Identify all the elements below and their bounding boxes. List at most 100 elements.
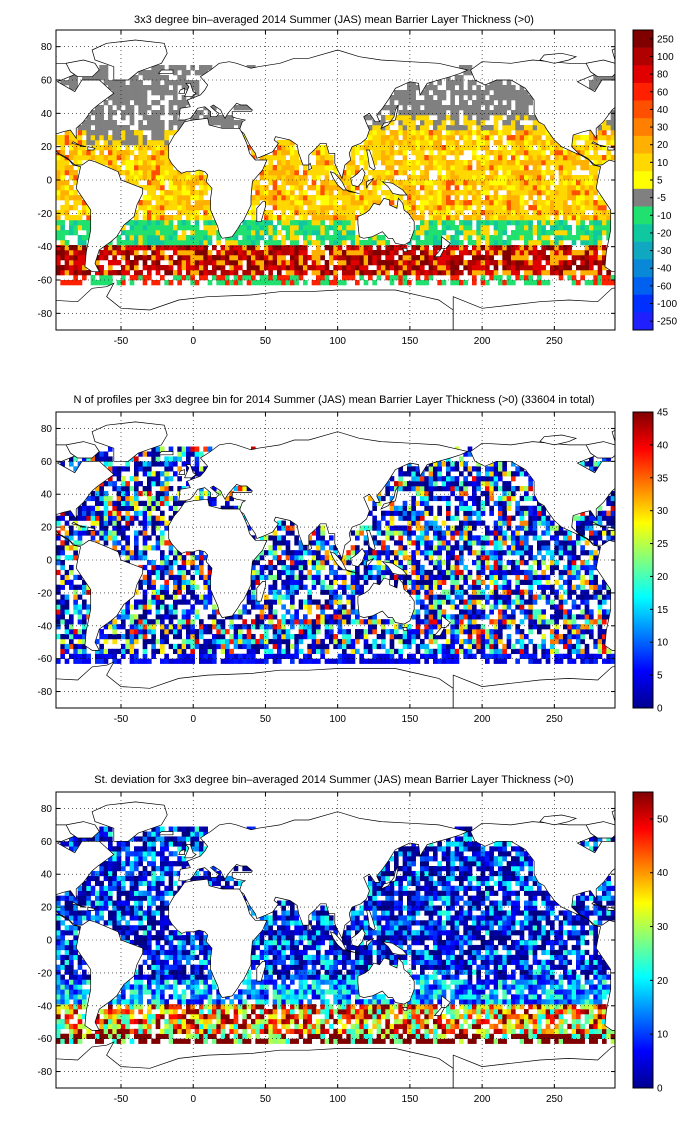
heat-cell xyxy=(502,255,507,261)
heat-cell xyxy=(129,225,135,231)
heat-cell xyxy=(151,560,156,566)
heat-cell xyxy=(69,140,74,146)
heat-cell xyxy=(355,609,360,615)
heat-cell xyxy=(610,75,616,81)
heat-cell xyxy=(155,490,161,497)
heat-cell xyxy=(272,643,278,650)
heat-cell xyxy=(363,280,369,286)
heat-cell xyxy=(112,500,117,507)
heat-cell xyxy=(493,160,499,166)
heat-cell xyxy=(350,170,356,176)
heat-cell xyxy=(207,579,213,585)
heat-cell xyxy=(545,140,551,146)
heat-cell xyxy=(207,230,213,236)
heat-cell xyxy=(277,545,282,551)
heat-cell xyxy=(103,80,109,86)
heat-cell xyxy=(563,270,568,276)
heat-cell xyxy=(177,653,182,659)
heat-cell xyxy=(264,604,269,610)
heat-cell xyxy=(576,230,581,236)
heat-cell xyxy=(155,90,161,96)
heat-cell xyxy=(147,510,152,516)
heat-cell xyxy=(563,210,568,216)
heat-cell xyxy=(212,653,217,659)
heat-cell xyxy=(177,579,182,585)
heat-cell xyxy=(554,200,559,206)
heat-cell xyxy=(151,461,156,467)
heat-cell xyxy=(142,545,148,551)
heat-cell xyxy=(476,160,481,166)
heat-cell xyxy=(285,180,291,186)
heat-cell xyxy=(324,215,330,221)
heat-cell xyxy=(303,245,308,251)
heat-cell xyxy=(134,260,139,266)
heat-cell xyxy=(177,215,182,221)
heat-cell xyxy=(220,619,226,625)
heat-cell xyxy=(194,461,200,467)
heat-cell xyxy=(472,200,477,206)
heat-cell xyxy=(173,190,178,196)
heat-cell xyxy=(437,125,442,131)
heat-cell xyxy=(359,275,364,281)
heat-cell xyxy=(372,145,377,151)
heat-cell xyxy=(381,634,386,640)
heat-cell xyxy=(151,525,156,531)
heat-cell xyxy=(168,100,174,106)
heat-cell xyxy=(576,225,581,231)
colorbar-swatch xyxy=(633,65,653,84)
heat-cell xyxy=(476,265,481,271)
heat-cell xyxy=(194,594,200,600)
heat-cell xyxy=(537,160,542,166)
heat-cell xyxy=(528,160,533,166)
heat-cell xyxy=(472,105,477,111)
coastline xyxy=(71,141,87,148)
heat-cell xyxy=(294,200,299,206)
heat-cell xyxy=(320,200,325,206)
heat-cell xyxy=(337,235,343,241)
heat-cell xyxy=(420,240,425,246)
heat-cell xyxy=(129,165,135,171)
heat-cell xyxy=(537,265,542,271)
heat-cell xyxy=(437,105,442,111)
heat-cell xyxy=(316,525,321,531)
heat-cell xyxy=(194,250,200,256)
heat-cell xyxy=(56,609,61,615)
heat-cell xyxy=(121,155,126,161)
heat-cell xyxy=(376,235,382,241)
heat-cell xyxy=(281,634,286,640)
heat-cell xyxy=(69,564,74,571)
heat-cell xyxy=(450,165,455,171)
heat-cell xyxy=(576,180,581,186)
heat-cell xyxy=(541,210,546,216)
heat-cell xyxy=(112,110,117,116)
heat-cell xyxy=(242,624,247,630)
heat-cell xyxy=(524,160,529,166)
heat-cell xyxy=(359,525,364,531)
heat-cell xyxy=(103,490,109,497)
heat-cell xyxy=(597,195,603,201)
heat-cell xyxy=(99,629,104,635)
heat-cell xyxy=(142,165,148,171)
heat-cell xyxy=(563,200,568,206)
heat-cell xyxy=(281,180,286,186)
heat-cell xyxy=(233,624,239,630)
heat-cell xyxy=(177,476,182,482)
heat-cell xyxy=(268,155,273,161)
heat-cell xyxy=(493,95,499,101)
heat-cell xyxy=(346,569,351,576)
heat-cell xyxy=(73,456,78,462)
heat-cell xyxy=(303,658,308,664)
heat-cell xyxy=(498,205,503,211)
heat-cell xyxy=(437,220,442,226)
heat-cell xyxy=(164,155,169,161)
heat-cell xyxy=(277,185,282,191)
heat-cell xyxy=(82,205,87,211)
heat-cell xyxy=(108,85,113,91)
heat-cell xyxy=(350,240,356,246)
heat-cell xyxy=(476,140,481,146)
heat-cell xyxy=(493,150,499,156)
heat-cell xyxy=(472,250,477,256)
heat-cell xyxy=(506,95,512,101)
heat-cell xyxy=(311,195,317,201)
heat-cell xyxy=(424,110,429,116)
